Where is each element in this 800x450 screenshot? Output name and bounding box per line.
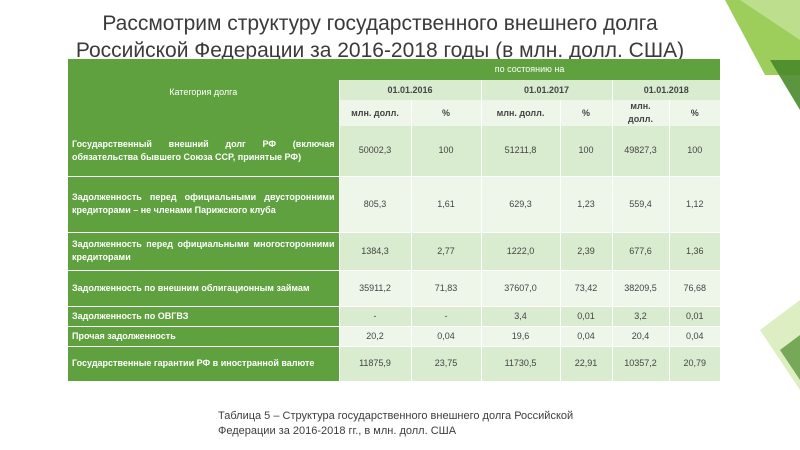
table-row: Задолженность по внешним облигационным з… [68, 270, 721, 307]
cell-value: 0,04 [559, 326, 612, 347]
row-label: Государственные гарантии РФ в иностранно… [68, 346, 339, 382]
date-header: 01.01.2016 [338, 80, 481, 100]
unit-header: % [410, 100, 481, 126]
date-header: 01.01.2017 [480, 80, 612, 100]
row-label: Задолженность перед официальными двустор… [68, 176, 339, 233]
cell-value: 20,79 [668, 346, 721, 382]
cell-value: 629,3 [480, 176, 560, 233]
arrow-shape-bottom-dark [780, 335, 800, 380]
unit-header: % [559, 100, 612, 126]
cell-value: 23,75 [410, 346, 481, 382]
cell-value: 11875,9 [338, 346, 411, 382]
cell-value: 35911,2 [338, 270, 411, 307]
cell-value: 71,83 [410, 270, 481, 307]
row-label: Задолженность по ОВГВЗ [68, 306, 339, 327]
cell-value: 19,6 [480, 326, 560, 347]
cell-value: 2,77 [410, 232, 481, 271]
cell-value: - [338, 306, 411, 327]
cell-value: 20,4 [611, 326, 669, 347]
row-label: Государственный внешний долг РФ (включая… [68, 126, 339, 177]
table-caption: Таблица 5 – Структура государственного в… [218, 409, 638, 439]
row-label: Задолженность перед официальными многост… [68, 232, 339, 271]
cell-value: 11730,5 [480, 346, 560, 382]
table-row: Задолженность перед официальными многост… [68, 232, 721, 271]
cell-value: 0,04 [410, 326, 481, 347]
table-row: Задолженность перед официальными двустор… [68, 176, 721, 233]
cell-value: 3,4 [480, 306, 560, 327]
table-row: Задолженность по ОВГВЗ - - 3,4 0,01 3,2 … [68, 306, 721, 327]
cell-value: 20,2 [338, 326, 411, 347]
cell-value: 1,61 [410, 176, 481, 233]
row-label: Прочая задолженность [68, 326, 339, 347]
cell-value: - [410, 306, 481, 327]
table-caption-line2: Федерации за 2016-2018 гг., в млн. долл.… [218, 425, 457, 437]
table-caption-line1: Таблица 5 – Структура государственного в… [218, 410, 574, 422]
debt-table: Категория долга по состоянию на 01.01.20… [68, 59, 721, 382]
table-row: Прочая задолженность 20,2 0,04 19,6 0,04… [68, 326, 721, 347]
cell-value: 22,91 [559, 346, 612, 382]
cell-value: 0,01 [559, 306, 612, 327]
cell-value: 38209,5 [611, 270, 669, 307]
cell-value: 1,23 [559, 176, 612, 233]
cell-value: 76,68 [668, 270, 721, 307]
arrow-shape-bottom [760, 300, 800, 390]
cell-value: 1,36 [668, 232, 721, 271]
cell-value: 100 [668, 126, 721, 177]
unit-header: млн. долл. [338, 100, 411, 126]
unit-header: % [668, 100, 721, 126]
cell-value: 0,04 [668, 326, 721, 347]
cell-value: 677,6 [611, 232, 669, 271]
slide-title-line2: Российской Федерации за 2016-2018 годы (… [75, 39, 685, 62]
date-header: 01.01.2018 [611, 80, 721, 100]
unit-header: млн. долл. [611, 100, 669, 126]
cell-value: 37607,0 [480, 270, 560, 307]
cell-value: 51211,8 [480, 126, 560, 177]
cell-value: 1,12 [668, 176, 721, 233]
table-row: Государственные гарантии РФ в иностранно… [68, 346, 721, 382]
debt-table-wrapper: Категория долга по состоянию на 01.01.20… [68, 59, 721, 382]
cell-value: 73,42 [559, 270, 612, 307]
cell-value: 100 [410, 126, 481, 177]
cell-value: 559,4 [611, 176, 669, 233]
state-header: по состоянию на [339, 59, 721, 80]
cell-value: 50002,3 [338, 126, 411, 177]
table-row: Государственный внешний долг РФ (включая… [68, 126, 721, 177]
category-header: Категория долга [68, 59, 339, 126]
arrow-shape-dark [770, 60, 800, 110]
cell-value: 2,39 [559, 232, 612, 271]
unit-header: млн. долл. [480, 100, 560, 126]
row-label: Задолженность по внешним облигационным з… [68, 270, 339, 307]
cell-value: 805,3 [338, 176, 411, 233]
cell-value: 100 [559, 126, 612, 177]
cell-value: 0,01 [668, 306, 721, 327]
cell-value: 1222,0 [480, 232, 560, 271]
slide-title: Рассмотрим структуру государственного вн… [60, 10, 700, 64]
cell-value: 1384,3 [338, 232, 411, 271]
slide-title-line1: Рассмотрим структуру государственного вн… [102, 12, 658, 35]
cell-value: 3,2 [611, 306, 669, 327]
arrow-shape-light [740, 0, 800, 40]
cell-value: 49827,3 [611, 126, 669, 177]
cell-value: 10357,2 [611, 346, 669, 382]
